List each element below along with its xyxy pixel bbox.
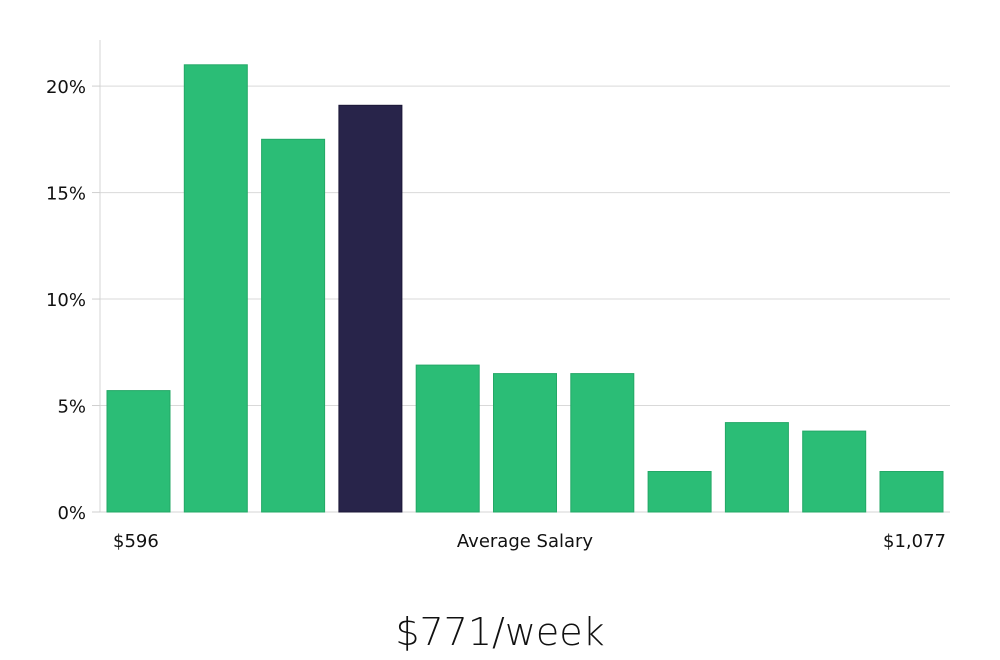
y-tick-label: 0%: [57, 503, 86, 524]
bar: [261, 138, 326, 513]
bars: [106, 64, 944, 513]
x-label-max: $1,077: [883, 531, 946, 552]
bar: [647, 471, 712, 513]
x-label-center: Average Salary: [457, 531, 594, 552]
bar: [879, 471, 944, 513]
y-tick-labels: 0% 5% 10% 15% 20%: [46, 77, 100, 524]
y-tick-label: 5%: [57, 397, 86, 418]
bar: [106, 390, 171, 513]
bar: [802, 430, 867, 513]
salary-histogram: 0% 5% 10% 15% 20% $596 Average Salary $1,077: [46, 40, 950, 552]
bar: [415, 364, 480, 513]
average-weekly-salary: $771/week: [395, 610, 605, 654]
bar: [493, 373, 557, 513]
bar-highlighted: [338, 104, 403, 513]
bar: [570, 373, 635, 513]
y-tick-label: 20%: [46, 77, 86, 98]
bar: [183, 64, 248, 513]
x-axis-labels: $596 Average Salary $1,077: [113, 531, 946, 552]
y-tick-label: 10%: [46, 290, 86, 311]
bar: [724, 422, 789, 513]
x-label-min: $596: [113, 531, 159, 552]
y-tick-label: 15%: [46, 184, 86, 205]
